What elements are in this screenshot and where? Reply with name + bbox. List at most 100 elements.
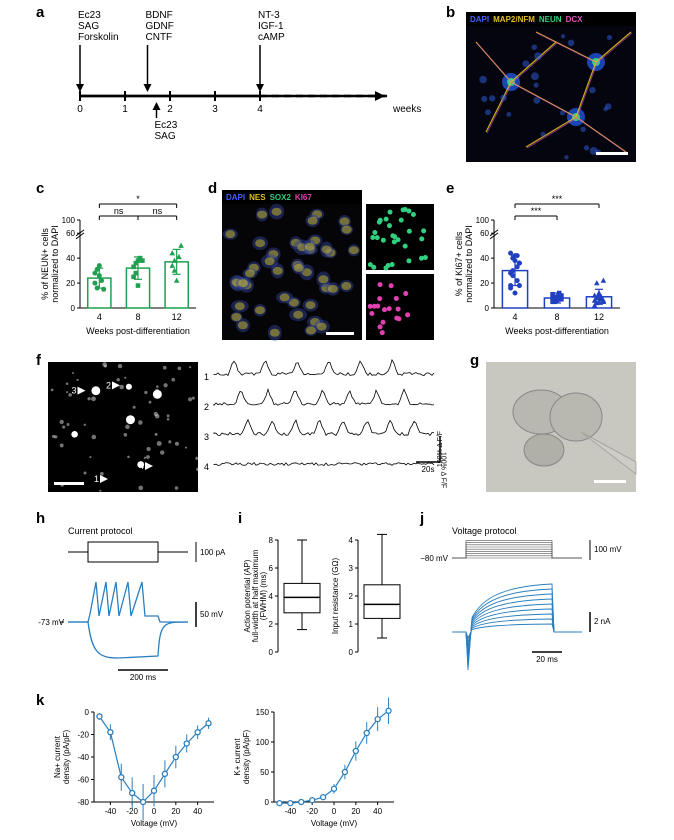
svg-text:1: 1 <box>349 620 354 629</box>
svg-text:40: 40 <box>373 807 382 816</box>
panel-e-chart: 0 20 40 60 100% of KI67+ cellsnormalized to … <box>456 190 626 340</box>
svg-text:3: 3 <box>72 386 77 396</box>
svg-text:200 ms: 200 ms <box>130 673 156 682</box>
svg-text:0: 0 <box>349 648 354 657</box>
svg-text:***: *** <box>552 194 563 204</box>
svg-text:*: * <box>136 194 140 204</box>
svg-text:4: 4 <box>97 312 102 322</box>
svg-text:4: 4 <box>512 312 517 322</box>
svg-text:2: 2 <box>269 620 274 629</box>
svg-text:-20: -20 <box>306 807 318 816</box>
svg-text:Voltage (mV): Voltage (mV) <box>131 819 178 828</box>
svg-text:Forskolin: Forskolin <box>78 32 119 43</box>
svg-text:4: 4 <box>349 536 354 545</box>
svg-text:0: 0 <box>85 708 90 717</box>
panel-b-label: b <box>446 4 455 21</box>
panel-f-label: f <box>36 352 41 369</box>
panel-g-micrograph <box>486 362 636 492</box>
svg-text:3: 3 <box>349 564 354 573</box>
svg-text:8: 8 <box>554 312 559 322</box>
svg-text:20: 20 <box>480 279 489 288</box>
svg-text:12: 12 <box>172 312 182 322</box>
panel-k-label: k <box>36 692 44 709</box>
svg-text:SAG: SAG <box>78 21 99 32</box>
svg-text:20: 20 <box>351 807 360 816</box>
panel-e-label: e <box>446 180 454 197</box>
svg-text:150: 150 <box>256 708 270 717</box>
svg-text:IGF-1: IGF-1 <box>258 21 284 32</box>
svg-text:2: 2 <box>349 592 354 601</box>
panel-j-label: j <box>420 510 424 527</box>
svg-text:0: 0 <box>269 648 274 657</box>
svg-text:Current protocol: Current protocol <box>68 526 133 536</box>
svg-text:-60: -60 <box>77 776 89 785</box>
svg-text:−80 mV: −80 mV <box>420 554 448 563</box>
svg-text:1: 1 <box>122 104 128 115</box>
svg-text:20s: 20s <box>422 465 435 474</box>
svg-text:NEUN: NEUN <box>539 15 562 24</box>
svg-text:100 mV: 100 mV <box>594 545 622 554</box>
svg-text:Ec23: Ec23 <box>78 10 101 21</box>
svg-text:Na+ currentdensity (pA/pF): Na+ currentdensity (pA/pF) <box>53 730 71 785</box>
svg-text:20 ms: 20 ms <box>536 655 558 664</box>
svg-text:50: 50 <box>260 768 269 777</box>
svg-text:CNTF: CNTF <box>146 32 173 43</box>
svg-text:SAG: SAG <box>155 131 176 142</box>
svg-text:SOX2: SOX2 <box>270 193 292 202</box>
svg-text:Voltage (mV): Voltage (mV) <box>311 819 358 828</box>
svg-text:4: 4 <box>269 592 274 601</box>
svg-text:DAPI: DAPI <box>470 15 489 24</box>
panel-i-label: i <box>238 510 242 527</box>
svg-text:0: 0 <box>77 104 83 115</box>
panel-d-label: d <box>208 180 217 197</box>
svg-text:K+ currentdensity (pA/pF): K+ currentdensity (pA/pF) <box>233 730 251 785</box>
svg-text:100: 100 <box>476 216 490 225</box>
svg-text:3: 3 <box>212 104 218 115</box>
svg-text:20: 20 <box>171 807 180 816</box>
svg-text:8: 8 <box>135 312 140 322</box>
panel-c-chart: 0204060100% of NEUN+ cellsnormalized to … <box>42 190 202 340</box>
svg-text:***: *** <box>531 206 542 216</box>
svg-text:2: 2 <box>204 402 209 412</box>
panel-f: 12341234100% Δ F/F100% Δ F/F20s <box>48 362 462 502</box>
svg-text:Weeks post-differentiation: Weeks post-differentiation <box>505 326 609 336</box>
svg-text:-40: -40 <box>285 807 297 816</box>
svg-text:12: 12 <box>594 312 604 322</box>
svg-text:Voltage protocol: Voltage protocol <box>452 526 517 536</box>
svg-text:2: 2 <box>106 380 111 390</box>
panel-j: Voltage protocol−80 mV100 mV2 nA20 ms <box>432 522 642 682</box>
svg-text:ns: ns <box>153 206 163 216</box>
svg-text:weeks: weeks <box>392 104 421 115</box>
svg-text:ns: ns <box>114 206 124 216</box>
svg-text:Ec23: Ec23 <box>155 120 178 131</box>
panel-h: Current protocol100 pA-73 mV50 mV200 ms <box>48 522 228 682</box>
svg-text:NT-3: NT-3 <box>258 10 280 21</box>
svg-text:NES: NES <box>249 193 266 202</box>
svg-text:Action potential (AP)full-widt: Action potential (AP)full-width at half … <box>243 549 268 642</box>
svg-text:100 pA: 100 pA <box>200 548 226 557</box>
svg-text:% of KI67+ cellsnormalized to: % of KI67+ cellsnormalized to DAPI <box>454 225 474 303</box>
svg-text:40: 40 <box>66 254 75 263</box>
svg-text:1: 1 <box>204 372 209 382</box>
svg-text:0: 0 <box>485 304 490 313</box>
svg-text:-20: -20 <box>77 731 89 740</box>
panel-b-micrograph: DAPI MAP2/NFM NEUN DCX <box>466 12 636 162</box>
svg-text:40: 40 <box>480 254 489 263</box>
svg-text:100: 100 <box>62 216 76 225</box>
svg-text:4: 4 <box>204 462 209 472</box>
svg-text:Input resistance (GΩ): Input resistance (GΩ) <box>331 558 340 635</box>
panel-k: 0-20-40-60-80-40-2002040Na+ currentdensi… <box>48 702 408 832</box>
svg-text:0: 0 <box>332 807 337 816</box>
svg-text:2 nA: 2 nA <box>594 617 611 626</box>
svg-text:DCX: DCX <box>566 15 584 24</box>
svg-text:GDNF: GDNF <box>146 21 174 32</box>
svg-text:20: 20 <box>66 279 75 288</box>
panel-a-timeline: 01234weeksEc23SAGForskolinBDNFGDNFCNTFEc… <box>50 6 440 156</box>
svg-text:Weeks post-differentiation: Weeks post-differentiation <box>86 326 190 336</box>
svg-text:KI67: KI67 <box>295 193 312 202</box>
svg-text:60: 60 <box>480 229 489 238</box>
svg-text:MAP2/NFM: MAP2/NFM <box>493 15 535 24</box>
svg-text:-40: -40 <box>105 807 117 816</box>
svg-text:0: 0 <box>265 798 270 807</box>
svg-text:0: 0 <box>152 807 157 816</box>
